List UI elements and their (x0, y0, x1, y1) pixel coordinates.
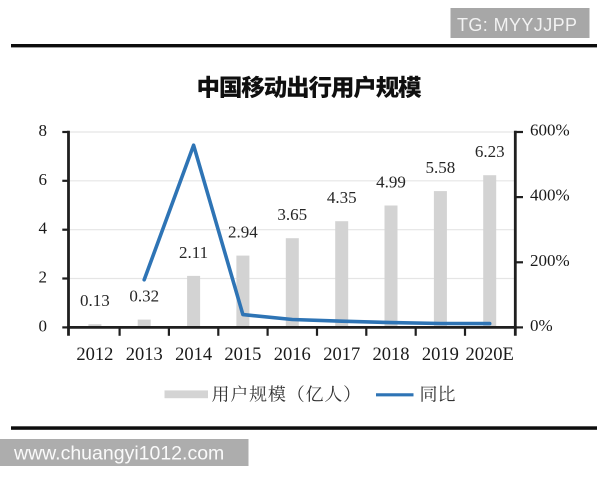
svg-text:0%: 0% (530, 316, 553, 335)
svg-text:2020E: 2020E (466, 345, 514, 365)
svg-text:2: 2 (39, 268, 48, 287)
svg-text:400%: 400% (530, 186, 570, 205)
svg-text:2016: 2016 (274, 345, 311, 365)
svg-text:6.23: 6.23 (475, 142, 505, 161)
svg-text:2013: 2013 (126, 345, 163, 365)
svg-text:0.13: 0.13 (80, 291, 110, 310)
svg-text:2012: 2012 (76, 345, 113, 365)
svg-text:4.99: 4.99 (376, 173, 406, 192)
svg-text:5.58: 5.58 (426, 158, 456, 177)
svg-text:2017: 2017 (323, 345, 360, 365)
svg-text:2018: 2018 (373, 345, 410, 365)
svg-text:www.chuangyi1012.com: www.chuangyi1012.com (13, 443, 224, 465)
svg-text:2019: 2019 (422, 345, 459, 365)
svg-text:2015: 2015 (224, 345, 261, 365)
svg-text:0: 0 (39, 316, 48, 335)
svg-text:2014: 2014 (175, 345, 212, 365)
svg-text:6: 6 (39, 170, 48, 189)
svg-text:3.65: 3.65 (277, 205, 307, 224)
svg-text:4.35: 4.35 (327, 188, 357, 207)
svg-text:0.32: 0.32 (129, 287, 159, 306)
svg-text:600%: 600% (530, 121, 570, 140)
svg-text:2.11: 2.11 (179, 243, 208, 262)
svg-text:4: 4 (39, 219, 48, 238)
svg-text:TG: MYYJJPP: TG: MYYJJPP (457, 15, 577, 35)
svg-text:200%: 200% (530, 251, 570, 270)
svg-text:8: 8 (39, 121, 48, 140)
svg-text:2.94: 2.94 (228, 223, 258, 242)
